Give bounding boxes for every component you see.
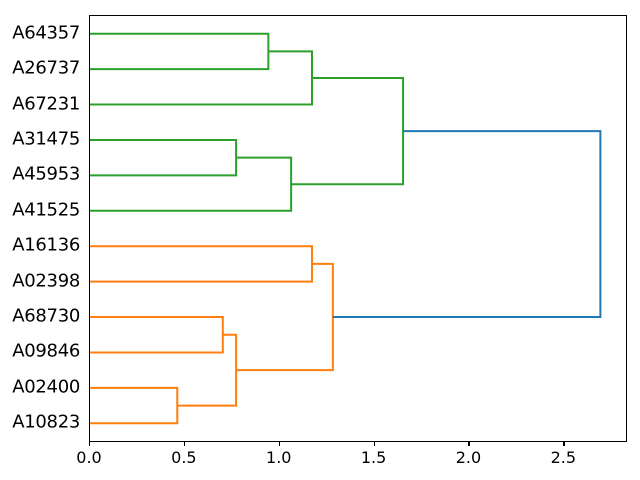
dendrogram-link xyxy=(177,333,238,407)
y-tick-label: A64357 xyxy=(12,22,80,44)
x-tick-label: 2.0 xyxy=(455,448,482,467)
dendrogram-link xyxy=(236,262,334,372)
y-tick-label: A16136 xyxy=(12,234,80,256)
y-tick-label: A02400 xyxy=(12,376,80,398)
y-tick-label: A09846 xyxy=(12,340,80,362)
dendrogram-link xyxy=(90,386,179,425)
dendrogram-link xyxy=(90,316,224,354)
dendrogram-link xyxy=(332,130,602,319)
x-tick-label: 0.5 xyxy=(171,448,197,467)
x-tick-mark xyxy=(278,441,280,446)
dendrogram-link xyxy=(291,76,405,186)
dendrogram-link xyxy=(90,32,270,71)
dendrogram-link xyxy=(90,156,293,212)
y-tick-label: A68730 xyxy=(12,305,80,327)
x-tick-mark xyxy=(183,441,186,446)
y-tick-label: A41525 xyxy=(12,199,80,221)
x-tick-label: 0.0 xyxy=(76,448,102,467)
x-tick-label: 2.5 xyxy=(550,448,577,467)
y-tick-label: A02398 xyxy=(12,270,80,292)
dendrogram-links xyxy=(90,32,602,425)
x-tick-mark xyxy=(89,441,91,446)
x-tick-label: 1.5 xyxy=(360,448,387,467)
x-tick-mark xyxy=(373,441,375,446)
plot-area xyxy=(89,15,627,442)
y-tick-label: A45953 xyxy=(12,163,80,185)
y-tick-label: A67231 xyxy=(12,93,80,115)
x-tick-mark xyxy=(468,441,470,446)
y-tick-label: A26737 xyxy=(12,57,80,79)
y-tick-label: A31475 xyxy=(12,128,80,150)
dendrogram-link xyxy=(90,138,238,177)
dendrogram-link xyxy=(90,245,313,283)
x-tick-label: 1.0 xyxy=(266,448,292,467)
dendrogram-link xyxy=(90,50,313,106)
x-tick-mark xyxy=(563,441,565,446)
y-tick-label: A10823 xyxy=(12,411,80,433)
